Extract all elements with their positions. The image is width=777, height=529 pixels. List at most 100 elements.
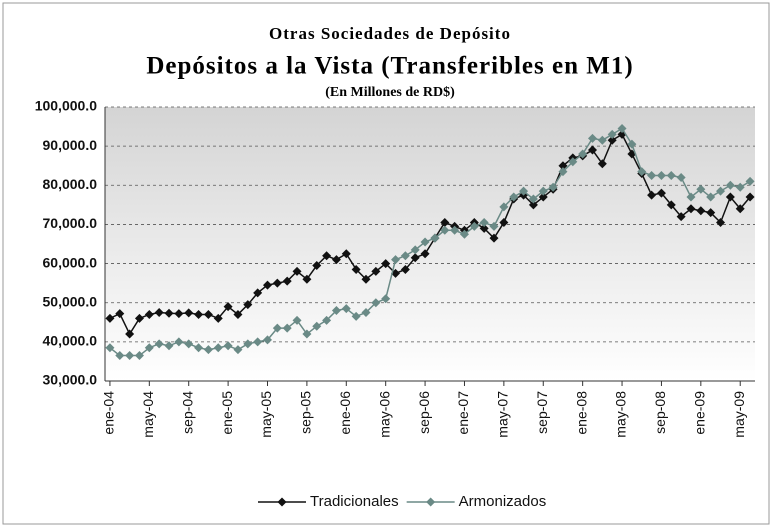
- data-point: [223, 341, 233, 351]
- data-point: [450, 225, 460, 235]
- data-point: [647, 190, 657, 200]
- data-point: [134, 351, 144, 361]
- data-point: [735, 182, 745, 192]
- data-point: [312, 261, 322, 271]
- data-point: [696, 206, 706, 216]
- data-point: [410, 253, 420, 263]
- data-point: [509, 192, 519, 202]
- data-point: [588, 145, 597, 155]
- data-point: [292, 315, 302, 325]
- data-point: [105, 343, 115, 353]
- x-tick-label: may-08: [613, 391, 629, 438]
- data-point: [528, 200, 538, 210]
- data-point: [410, 245, 420, 255]
- data-point: [440, 225, 450, 235]
- data-point: [302, 329, 312, 339]
- data-point: [381, 259, 391, 269]
- x-tick-label: ene-09: [692, 391, 708, 435]
- data-point: [725, 192, 735, 202]
- data-point: [558, 161, 568, 171]
- y-tick-label: 70,000.0: [43, 215, 98, 231]
- legend-label: Tradicionales: [310, 493, 399, 510]
- data-point: [243, 339, 253, 349]
- data-point: [125, 329, 135, 339]
- data-point: [676, 172, 686, 182]
- data-point: [607, 135, 617, 145]
- data-point: [272, 323, 282, 333]
- data-point: [203, 345, 213, 355]
- data-point: [548, 182, 558, 192]
- y-tick-label: 80,000.0: [43, 176, 98, 192]
- data-point: [479, 223, 489, 233]
- data-point: [272, 278, 282, 288]
- data-point: [499, 202, 509, 212]
- data-point: [194, 343, 204, 353]
- data-point: [174, 309, 184, 319]
- legend-marker: [277, 497, 287, 507]
- data-point: [686, 204, 696, 214]
- data-point: [686, 192, 696, 202]
- data-point: [312, 321, 322, 331]
- data-point: [115, 309, 125, 319]
- data-point: [263, 335, 272, 345]
- data-point: [588, 133, 597, 143]
- data-point: [430, 233, 440, 243]
- data-point: [282, 323, 292, 333]
- data-point: [233, 309, 243, 319]
- data-point: [489, 233, 499, 243]
- data-point: [607, 129, 617, 139]
- data-point: [528, 194, 538, 204]
- x-tick-label: ene-04: [101, 391, 117, 435]
- data-point: [223, 302, 233, 312]
- data-point: [243, 300, 253, 310]
- data-point: [459, 229, 469, 239]
- data-point: [647, 171, 657, 180]
- data-point: [420, 237, 430, 247]
- x-tick-label: may-09: [731, 391, 747, 438]
- x-tick-label: sep-06: [416, 391, 432, 434]
- data-point: [568, 157, 578, 167]
- plot-area: [105, 107, 755, 381]
- data-point: [440, 217, 450, 227]
- data-point: [578, 149, 588, 159]
- data-point: [706, 208, 716, 218]
- data-point: [341, 249, 351, 259]
- data-point: [696, 184, 706, 194]
- data-point: [735, 204, 745, 214]
- data-point: [164, 308, 174, 318]
- data-point: [144, 309, 154, 319]
- data-point: [558, 167, 568, 177]
- data-point: [233, 345, 243, 355]
- x-tick-label: may-04: [140, 391, 156, 438]
- data-point: [479, 217, 489, 227]
- data-point: [184, 308, 194, 318]
- data-point: [637, 167, 647, 177]
- x-tick-label: may-07: [495, 391, 511, 438]
- data-point: [489, 221, 499, 231]
- data-point: [322, 251, 332, 261]
- data-point: [420, 249, 430, 259]
- data-point: [656, 188, 666, 198]
- x-tick-label: sep-07: [534, 391, 550, 434]
- data-point: [617, 124, 627, 134]
- data-point: [745, 192, 755, 202]
- data-point: [134, 313, 144, 323]
- data-point: [125, 351, 135, 361]
- x-tick-label: ene-08: [573, 391, 589, 435]
- data-point: [597, 159, 607, 169]
- x-tick-label: sep-04: [179, 391, 195, 434]
- data-point: [725, 180, 735, 190]
- data-point: [115, 351, 125, 361]
- data-point: [331, 306, 341, 316]
- data-point: [391, 255, 401, 265]
- data-point: [263, 280, 272, 290]
- data-point: [213, 313, 223, 323]
- data-point: [666, 200, 676, 210]
- y-axis-label: (En Millones de RD$): [325, 85, 455, 100]
- data-point: [499, 217, 509, 227]
- data-point: [676, 212, 686, 222]
- data-point: [666, 171, 676, 180]
- data-point: [519, 186, 529, 196]
- x-tick-label: sep-05: [298, 391, 314, 434]
